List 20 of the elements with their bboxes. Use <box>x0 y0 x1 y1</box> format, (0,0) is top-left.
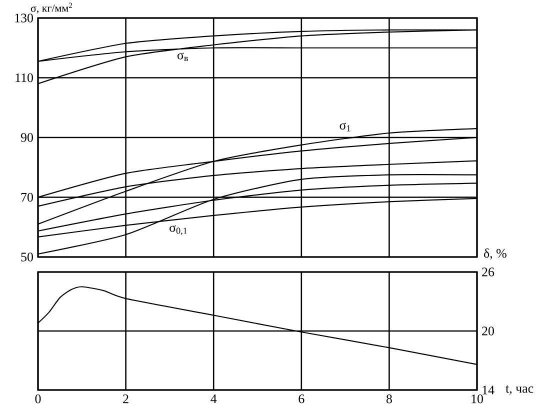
y-tick-label: 110 <box>16 73 33 82</box>
x-tick-label: 2 <box>123 394 128 404</box>
y-tick-label: 130 <box>15 14 33 22</box>
x-tick-label: 10 <box>472 394 483 404</box>
x-tick-label: 8 <box>386 394 392 404</box>
y-tick-label: 70 <box>21 192 33 202</box>
x-tick-label: 0 <box>35 394 41 404</box>
annotation: σ$_{0,1}$ <box>170 225 187 236</box>
y-tick-label: 90 <box>20 133 33 142</box>
x-tick-label: 6 <box>298 394 304 404</box>
y2-axis-title: δ, % <box>484 248 506 260</box>
x-axis-title: t, час <box>506 385 534 395</box>
y-tick-label: 50 <box>21 252 33 262</box>
y2-tick-label: 26 <box>482 268 494 276</box>
annotation: σ$_{в}$ <box>177 52 188 62</box>
y2-tick-label: 20 <box>482 326 494 336</box>
x-tick-label: 4 <box>210 394 217 404</box>
annotation: σ$_{1}$ <box>340 122 350 132</box>
y-axis-title: σ, кг/мм$^{2}$ <box>30 2 72 14</box>
y2-tick-label: 14 <box>482 386 494 394</box>
